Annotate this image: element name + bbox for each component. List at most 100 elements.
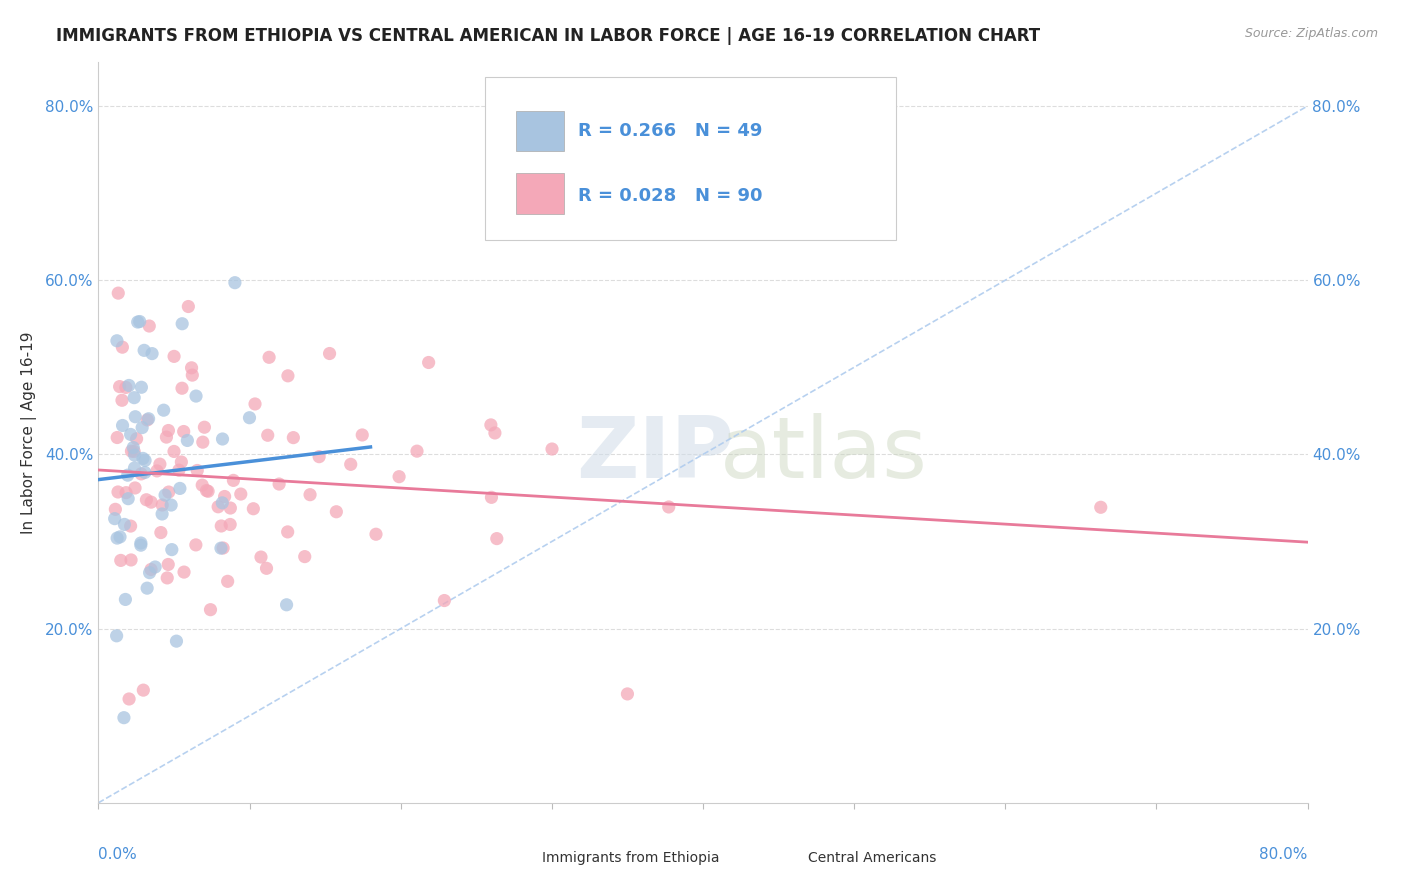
- Point: [112, 711, 135, 725]
- Point: [114, 592, 136, 607]
- Point: [277, 368, 299, 383]
- Point: [149, 525, 172, 540]
- Point: [127, 315, 149, 329]
- Point: [136, 413, 159, 427]
- Point: [157, 424, 180, 438]
- Text: Source: ZipAtlas.com: Source: ZipAtlas.com: [1244, 27, 1378, 40]
- Point: [146, 464, 169, 478]
- Point: [122, 391, 145, 405]
- Point: [143, 560, 166, 574]
- Point: [152, 403, 174, 417]
- Point: [124, 409, 146, 424]
- Point: [193, 420, 215, 434]
- Point: [120, 427, 142, 442]
- Point: [352, 428, 374, 442]
- Point: [186, 463, 208, 477]
- Point: [169, 482, 191, 496]
- Point: [211, 496, 233, 510]
- Point: [256, 561, 278, 575]
- Point: [200, 602, 222, 616]
- Point: [364, 527, 387, 541]
- Point: [129, 467, 152, 481]
- Point: [167, 463, 190, 477]
- Point: [157, 558, 180, 572]
- Text: IMMIGRANTS FROM ETHIOPIA VS CENTRAL AMERICAN IN LABOR FORCE | AGE 16-19 CORRELAT: IMMIGRANTS FROM ETHIOPIA VS CENTRAL AMER…: [56, 27, 1040, 45]
- Point: [214, 490, 236, 504]
- Point: [219, 517, 242, 532]
- Point: [191, 435, 214, 450]
- Point: [117, 491, 139, 506]
- Point: [105, 629, 128, 643]
- Point: [283, 431, 305, 445]
- Point: [180, 360, 202, 375]
- Point: [184, 538, 207, 552]
- Point: [107, 485, 129, 500]
- Point: [111, 393, 134, 408]
- Point: [238, 410, 260, 425]
- Point: [111, 340, 134, 354]
- Point: [122, 441, 145, 455]
- Point: [156, 571, 179, 585]
- Point: [105, 334, 128, 348]
- Point: [108, 530, 131, 544]
- FancyBboxPatch shape: [516, 173, 564, 214]
- Point: [124, 481, 146, 495]
- Point: [224, 276, 246, 290]
- Point: [107, 286, 129, 301]
- Point: [250, 550, 273, 565]
- Point: [256, 428, 278, 442]
- Point: [299, 488, 322, 502]
- Text: R = 0.028   N = 90: R = 0.028 N = 90: [578, 186, 763, 204]
- Point: [406, 444, 429, 458]
- Point: [276, 598, 298, 612]
- Point: [173, 425, 195, 439]
- Point: [257, 351, 280, 365]
- Text: ZIP: ZIP: [576, 413, 734, 496]
- Point: [1090, 500, 1112, 515]
- Point: [229, 487, 252, 501]
- Point: [132, 451, 155, 466]
- Point: [658, 500, 681, 514]
- Point: [243, 397, 266, 411]
- Point: [136, 581, 159, 595]
- Point: [153, 488, 176, 502]
- Point: [160, 542, 183, 557]
- Point: [141, 495, 163, 509]
- Text: R = 0.266   N = 49: R = 0.266 N = 49: [578, 122, 763, 140]
- Point: [212, 541, 235, 555]
- Point: [105, 531, 128, 545]
- Point: [139, 562, 162, 576]
- Point: [155, 430, 177, 444]
- Point: [172, 317, 194, 331]
- Point: [117, 468, 139, 483]
- Point: [120, 519, 142, 533]
- Point: [122, 444, 145, 458]
- Point: [318, 346, 340, 360]
- Point: [163, 444, 186, 458]
- Point: [134, 453, 156, 467]
- Point: [277, 524, 299, 539]
- Point: [269, 477, 291, 491]
- Point: [177, 300, 200, 314]
- Point: [541, 442, 564, 456]
- Point: [170, 381, 193, 395]
- Point: [433, 593, 456, 607]
- Text: 0.0%: 0.0%: [98, 847, 138, 863]
- Point: [138, 566, 160, 580]
- Point: [176, 434, 198, 448]
- Point: [120, 553, 142, 567]
- Point: [149, 457, 172, 471]
- Text: atlas: atlas: [720, 413, 928, 496]
- Point: [105, 430, 128, 444]
- Point: [308, 450, 330, 464]
- FancyBboxPatch shape: [485, 78, 897, 240]
- Point: [132, 683, 155, 698]
- Point: [128, 314, 150, 328]
- Point: [339, 458, 361, 472]
- Point: [195, 483, 218, 498]
- Point: [163, 350, 186, 364]
- Point: [112, 517, 135, 532]
- Text: Central Americans: Central Americans: [808, 851, 936, 865]
- Point: [217, 574, 239, 589]
- Point: [131, 420, 153, 434]
